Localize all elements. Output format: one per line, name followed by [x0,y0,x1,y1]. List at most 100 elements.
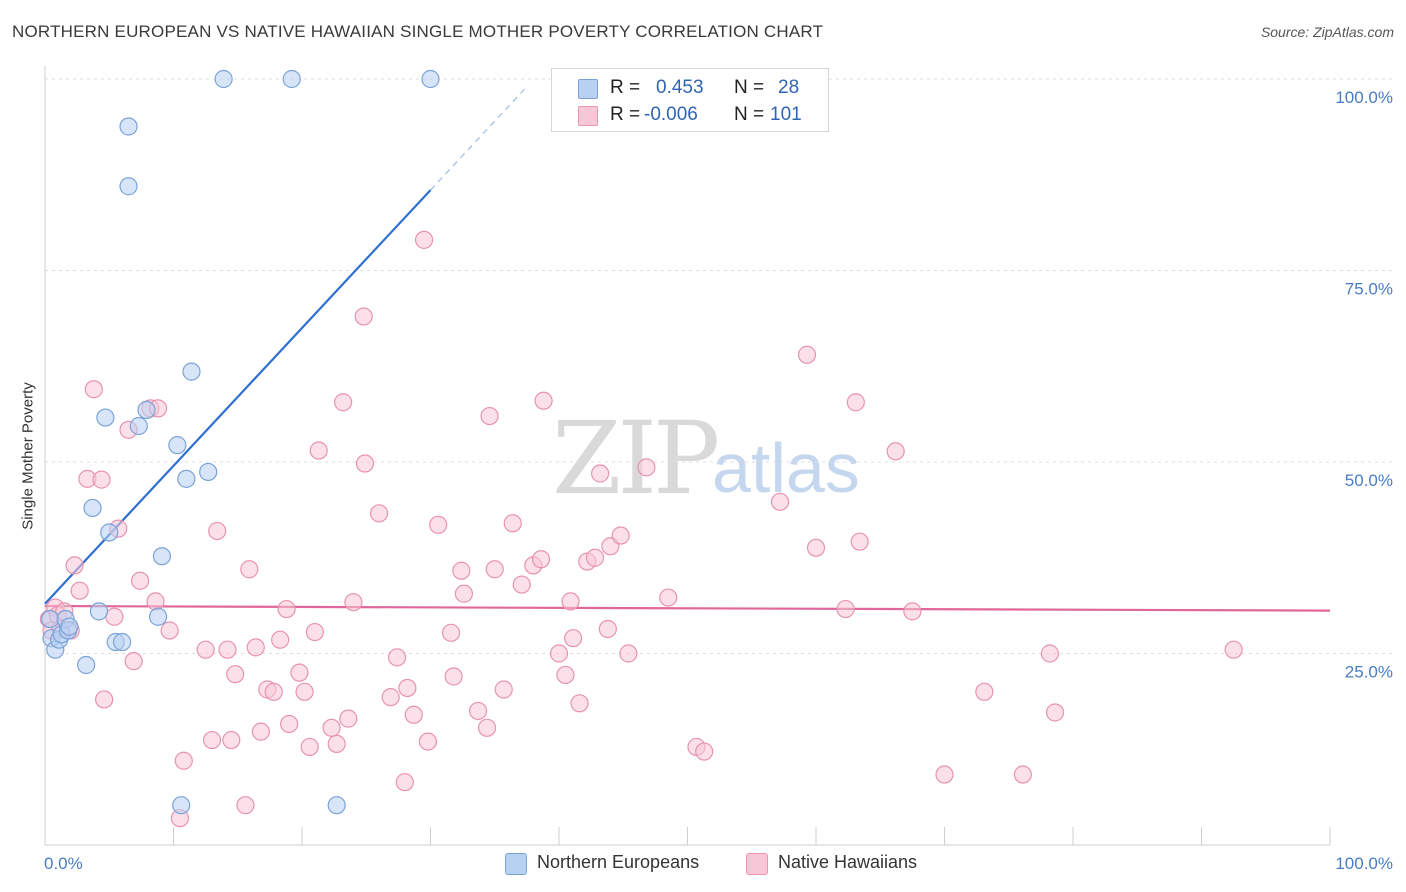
axes [44,66,1331,846]
native-hawaiians-point [975,682,994,701]
legend-swatch-blue [578,79,598,99]
legend-r-value: -0.006 [644,104,698,125]
native-hawaiians-point [935,765,954,784]
native-hawaiians-point [124,652,143,671]
native-hawaiians-point [146,592,165,611]
native-hawaiians-point [84,380,103,399]
native-hawaiians-point [480,406,499,426]
native-hawaiians-point [468,701,488,721]
native-hawaiians-point [277,599,296,619]
legend-r-label: R = [610,104,641,125]
native-hawaiians-point [806,538,826,557]
native-hawaiians-point [570,694,589,713]
native-hawaiians-point [903,602,922,621]
native-hawaiians-point [240,560,259,579]
native-hawaiians-point [836,599,855,619]
native-hawaiians-point [398,678,417,698]
native-hawaiians-point [174,751,193,770]
native-hawaiians-point [65,556,84,575]
native-hawaiians-point [452,561,471,580]
legend-r-label: R = [610,77,641,98]
native-hawaiians-point [485,560,504,579]
native-hawaiians-point [561,592,580,611]
native-hawaiians-point [130,571,150,590]
native-hawaiians-point [418,732,438,751]
y-tick-label: 25.0% [1345,663,1393,682]
correlation-legend: R = 0.453 N = 28 R = -0.006 N = 101 [551,68,829,132]
native-hawaiians-point [659,588,678,607]
northern-europeans-point [282,69,301,89]
native-hawaiians-point [564,629,583,648]
native-hawaiians-point [236,796,255,815]
northern-europeans-point [100,523,119,542]
x-tick-label-max: 100.0% [1335,854,1393,873]
bottom-legend-label: Northern Europeans [537,852,700,872]
northern-europeans-point [137,400,156,420]
native-hawaiians-point [334,393,353,412]
native-hawaiians-point [770,492,790,511]
northern-europeans-point [152,547,172,566]
native-hawaiians-point [556,665,575,685]
northern-europeans-point [41,609,60,629]
northern-europeans-point [119,177,138,196]
native-hawaiians-point [222,730,241,750]
native-hawaiians-point [70,581,89,600]
y-tick-label: 100.0% [1335,88,1393,107]
northern-europeans-point [421,69,440,89]
y-tick-label: 50.0% [1345,471,1393,490]
native-hawaiians-point [300,737,319,757]
native-hawaiians-point [354,307,373,326]
native-hawaiians-point [1013,765,1032,784]
native-hawaiians-point [226,665,245,684]
native-hawaiians-point [429,515,448,534]
native-hawaiians-point [454,584,474,603]
northern-europeans-point [172,796,191,815]
native-hawaiians-point [339,709,358,728]
northern-europeans-point [83,498,102,518]
watermark-zip: ZIP [552,400,720,517]
northern-europeans-point [199,462,218,482]
legend-n-label: N = [734,104,765,125]
native-hawaiians-point [503,514,522,533]
native-hawaiians-point [797,345,817,364]
native-hawaiians-point [295,682,314,701]
native-hawaiians-point [271,630,290,649]
native-hawaiians-point [695,742,714,761]
native-hawaiians-point [290,663,309,682]
bottom-legend-swatch-pink [746,853,768,875]
native-hawaiians-point [202,730,222,750]
northern-europeans-trend-extension [430,86,528,191]
native-hawaiians-point [534,391,553,410]
chart-title: NORTHERN EUROPEAN VS NATIVE HAWAIIAN SIN… [12,22,824,41]
watermark-atlas: atlas [712,429,860,507]
native-hawaiians-point [598,619,617,639]
native-hawaiians-point [264,682,283,701]
native-hawaiians-point [444,667,463,686]
native-hawaiians-point [404,705,423,724]
native-hawaiians-point [208,521,227,541]
native-hawaiians-point [441,623,461,642]
native-hawaiians-point [95,690,114,709]
northern-europeans-points [41,69,440,815]
native-hawaiians-point [355,454,375,473]
northern-europeans-point [112,632,132,652]
legend-n-value: 28 [778,77,800,98]
northern-europeans-point [129,416,148,436]
native-hawaiians-point [309,441,328,460]
native-hawaiians-point [850,532,869,551]
native-hawaiians-point [196,640,215,659]
native-hawaiians-point [218,640,237,659]
native-hawaiians-point [549,644,569,663]
northern-europeans-point [148,607,168,626]
native-hawaiians-trend-line [44,604,1331,612]
native-hawaiians-points [39,230,1243,828]
native-hawaiians-point [251,722,270,741]
native-hawaiians-point [1040,644,1059,663]
northern-europeans-point [60,617,79,636]
y-tick-label: 75.0% [1345,280,1393,299]
bottom-legend-swatch-blue [505,853,527,875]
native-hawaiians-point [370,504,389,523]
tick-labels: 25.0% 50.0% 75.0% 100.0% 0.0% 100.0% [44,88,1393,873]
northern-europeans-point [182,362,201,381]
legend-row-northern-europeans: R = 0.453 N = 28 [552,75,828,101]
